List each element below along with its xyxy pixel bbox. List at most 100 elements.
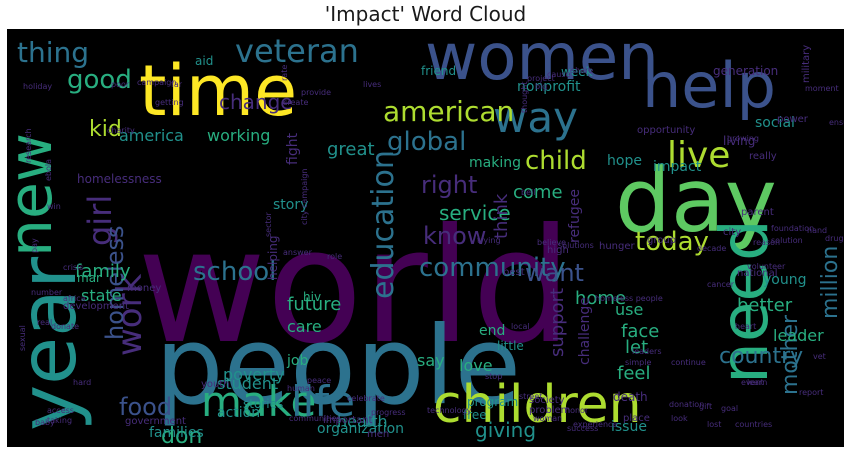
word-hope: hope — [607, 153, 642, 169]
word-want: want — [525, 259, 584, 287]
word-women: women — [425, 29, 659, 95]
word-baby: baby — [35, 418, 55, 427]
word-experience: experience — [573, 420, 617, 429]
word-event: event — [741, 378, 764, 387]
word-today: today — [635, 227, 709, 257]
word-progress: progress — [371, 408, 406, 417]
word-challenge: challenge — [577, 297, 593, 365]
word-hand: hand — [807, 226, 827, 235]
word-provide: provide — [301, 88, 331, 97]
word-social: social — [755, 115, 795, 131]
word-action: action — [217, 405, 260, 421]
word-homeless: homeless — [101, 226, 129, 340]
word-heart: heart — [735, 322, 756, 331]
word-veteran: veteran — [235, 32, 359, 70]
word-friend: friend — [421, 64, 456, 78]
word-global: global — [387, 127, 466, 157]
word-communities: communities — [289, 414, 341, 423]
word-time: time — [139, 50, 297, 132]
word-research: research — [24, 128, 33, 163]
word-national: national — [737, 268, 778, 279]
word-real: real — [37, 318, 52, 327]
word-year: year — [7, 256, 94, 431]
word-community: community — [419, 253, 566, 283]
word-donate: donate — [51, 322, 79, 331]
word-aid: aid — [195, 54, 213, 68]
word-stop: stop — [485, 372, 502, 381]
word-look: look — [671, 414, 688, 423]
word-problem: problem — [529, 405, 570, 416]
word-campaign: campaign — [137, 78, 176, 87]
word-pay: pay — [30, 238, 39, 253]
word-create: create — [283, 98, 308, 107]
word-america: america — [119, 126, 184, 145]
word-volunteer: volunteer — [747, 262, 786, 271]
word-success: success — [567, 424, 598, 433]
word-important: important — [323, 415, 372, 426]
word-big: big — [535, 82, 547, 91]
word-street: street — [519, 392, 542, 401]
word-parent: parent — [741, 207, 774, 218]
word-government: government — [125, 416, 186, 427]
word-access: access — [47, 406, 74, 415]
word-great: great — [327, 139, 375, 160]
word-love: love — [459, 356, 493, 375]
word-continue: continue — [671, 358, 706, 367]
word-don: don — [161, 424, 202, 447]
word-power: power — [777, 114, 809, 125]
word-issue: issue — [611, 419, 647, 435]
word-trying: trying — [477, 236, 501, 245]
word-homelessness: homelessness — [77, 172, 162, 186]
word-poverty: poverty — [223, 365, 285, 384]
word-hunger: hunger — [599, 241, 636, 252]
word-getting: getting — [155, 98, 184, 107]
word-change: change — [219, 90, 293, 114]
word-support: support — [547, 288, 568, 357]
word-believe: believe — [537, 238, 566, 247]
word-lost: lost — [707, 420, 721, 429]
word-giving: giving — [475, 418, 536, 442]
word-homeless-people: homeless people — [595, 294, 663, 303]
word-organization: organization — [317, 421, 404, 437]
word-group: group — [647, 235, 676, 246]
word-countries: countries — [735, 420, 772, 429]
word-sector: sector — [264, 211, 273, 237]
word-cause: cause — [547, 70, 571, 79]
word-report: report — [799, 388, 823, 397]
word-school: school — [193, 257, 276, 287]
word-hiv: hiv — [303, 290, 321, 304]
word-country: country — [719, 344, 803, 369]
word-service: service — [439, 201, 511, 225]
word-cancer: cancer — [707, 280, 735, 289]
word-role: role — [327, 252, 342, 261]
word-poor: poor — [111, 80, 130, 89]
word-care: care — [287, 317, 322, 336]
word-live: live — [667, 135, 730, 176]
word-peace: peace — [307, 376, 331, 385]
word-job: job — [286, 353, 308, 369]
word-gift: gift — [699, 402, 712, 411]
word-technology: technology — [427, 406, 472, 415]
word-kid: kid — [89, 117, 122, 142]
word-child: child — [525, 146, 587, 176]
word-money: money — [127, 283, 161, 294]
word-bell: bell — [521, 188, 535, 197]
word-charity: charity — [107, 126, 135, 135]
word-win: win — [47, 202, 61, 211]
word-human: human — [287, 384, 315, 393]
word-working: working — [207, 126, 270, 145]
word-leader: leader — [773, 326, 824, 345]
word-high: high — [547, 245, 569, 256]
word-future: future — [287, 294, 341, 315]
word-nonprofit: nonprofit — [517, 79, 581, 95]
word-growing: growing — [727, 134, 759, 143]
word-share: share — [571, 66, 593, 75]
word-girl: girl — [81, 195, 119, 246]
chart-title: 'Impact' Word Cloud — [324, 2, 527, 26]
word-learn: learn — [747, 378, 767, 387]
word-health: health — [337, 412, 388, 431]
word-donation: donation — [669, 400, 704, 409]
word-better: better — [737, 295, 793, 316]
word-generation: generation — [713, 64, 778, 78]
